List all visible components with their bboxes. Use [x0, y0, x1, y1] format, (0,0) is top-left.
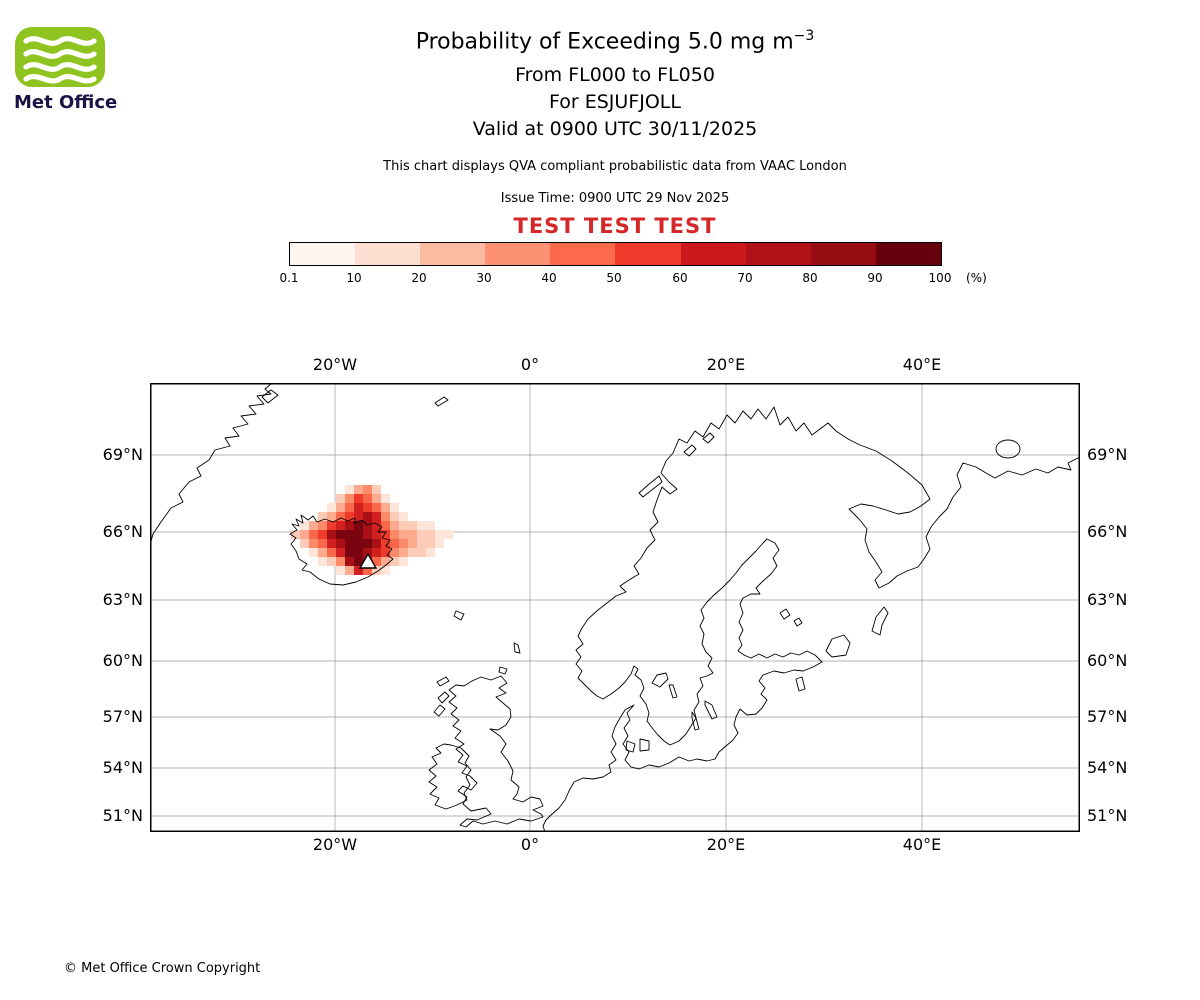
islands-lofoten: [638, 432, 715, 498]
island-funen: [625, 740, 636, 753]
copyright-text: © Met Office Crown Copyright: [64, 961, 261, 976]
colorbar-segment: [680, 243, 746, 265]
colorbar-unit: (%): [966, 271, 987, 285]
y-tick-label: 69°N: [102, 445, 143, 464]
colorbar-tick: 70: [737, 271, 753, 285]
colorbar-segments: [289, 242, 942, 266]
y-tick-label: 57°N: [102, 707, 143, 726]
y-tick-label: 57°N: [1087, 707, 1128, 726]
map-svg: [149, 382, 1081, 833]
test-banner: TEST TEST TEST: [513, 214, 717, 238]
colorbar-segment: [485, 243, 551, 265]
x-tick-label: 40°E: [902, 835, 942, 854]
x-tick-label: 20°E: [706, 355, 746, 374]
colorbar-tick: 50: [606, 271, 622, 285]
y-tick-label: 63°N: [1087, 590, 1128, 609]
page-title-exponent: −3: [793, 28, 815, 44]
y-tick-label: 66°N: [102, 522, 143, 541]
grid-lines: [150, 383, 1080, 832]
coastlines: [149, 382, 1081, 833]
islands-hebrides: [433, 676, 450, 717]
y-tick-label: 60°N: [102, 651, 143, 670]
x-tick-label: 20°W: [312, 835, 358, 854]
logo-wave-lines: [23, 36, 97, 84]
island-faroe: [453, 610, 465, 621]
qva-note: This chart displays QVA compliant probab…: [383, 159, 847, 174]
y-tick-label: 66°N: [1087, 522, 1128, 541]
x-tick-label: 40°E: [902, 355, 942, 374]
lake-onega: [871, 606, 889, 636]
lake-vanern: [651, 672, 669, 688]
coastline-greenland: [149, 382, 273, 546]
subtitle-valid-time: Valid at 0900 UTC 30/11/2025: [472, 118, 758, 140]
colorbar-tick: 90: [867, 271, 883, 285]
coastline-great-britain: [448, 675, 544, 828]
island-greenland-fjord: [261, 389, 279, 404]
island-kolguyev: [995, 439, 1021, 459]
x-tick-label: 0°: [520, 355, 540, 374]
subtitle-volcano: For ESJUFJOLL: [549, 91, 681, 113]
island-gotland: [704, 700, 718, 720]
colorbar-segment: [810, 243, 876, 265]
colorbar-segment: [615, 243, 681, 265]
lake-vattern: [668, 684, 678, 699]
map-panel: [149, 382, 1081, 833]
lakes-finland: [779, 608, 803, 627]
colorbar-segment: [290, 243, 356, 265]
colorbar-segment: [875, 243, 941, 265]
island-jan-mayen: [434, 396, 449, 407]
colorbar-tick: 100: [928, 271, 952, 285]
colorbar-tick: 0.1: [279, 271, 299, 285]
x-tick-label: 0°: [520, 835, 540, 854]
x-tick-label: 20°W: [312, 355, 358, 374]
colorbar-tick: 60: [672, 271, 688, 285]
lake-peipus: [795, 676, 806, 692]
colorbar-tick: 40: [541, 271, 557, 285]
colorbar-tick: 80: [802, 271, 818, 285]
colorbar-tick: 30: [476, 271, 492, 285]
lake-ladoga: [825, 634, 851, 658]
y-tick-label: 54°N: [102, 758, 143, 777]
colorbar-tick: 20: [411, 271, 427, 285]
met-office-logo: [14, 26, 106, 92]
y-tick-label: 51°N: [102, 806, 143, 825]
island-oland: [691, 711, 700, 731]
y-tick-label: 51°N: [1087, 806, 1128, 825]
met-office-logo-mark: [15, 27, 105, 87]
y-tick-label: 60°N: [1087, 651, 1128, 670]
colorbar-segment: [355, 243, 421, 265]
page-title: Probability of Exceeding 5.0 mg m−3: [150, 28, 1080, 54]
coastline-ireland: [428, 743, 472, 810]
coastline-scandinavia-mainland: [542, 406, 1081, 833]
page-title-main: Probability of Exceeding 5.0 mg m: [415, 29, 794, 55]
island-shetland: [513, 642, 521, 654]
colorbar-tick: 10: [346, 271, 362, 285]
coastline-iceland: [289, 514, 394, 586]
island-zealand: [639, 738, 650, 752]
colorbar-segment: [550, 243, 616, 265]
island-orkney: [498, 666, 508, 675]
volcano-marker: [358, 552, 378, 569]
map-border: [150, 383, 1080, 832]
colorbar-segment: [745, 243, 811, 265]
y-tick-label: 69°N: [1087, 445, 1128, 464]
y-tick-label: 63°N: [102, 590, 143, 609]
subtitle-flight-levels: From FL000 to FL050: [515, 64, 715, 86]
y-tick-label: 54°N: [1087, 758, 1128, 777]
colorbar-segment: [420, 243, 486, 265]
x-tick-label: 20°E: [706, 835, 746, 854]
ash-plume: [291, 485, 453, 575]
met-office-logo-text: Met Office: [14, 92, 118, 113]
issue-time: Issue Time: 0900 UTC 29 Nov 2025: [500, 191, 730, 206]
